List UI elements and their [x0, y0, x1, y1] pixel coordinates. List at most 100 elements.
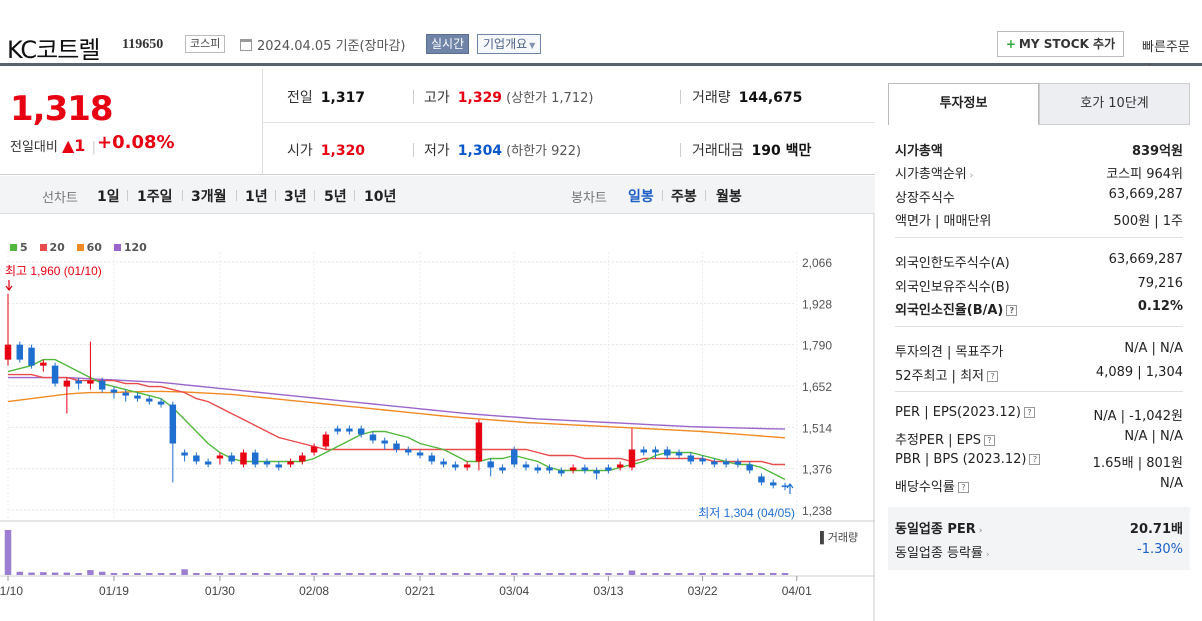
volume-bar — [169, 573, 177, 575]
divider — [895, 237, 1183, 238]
candle-body — [758, 476, 765, 483]
volume-label: 거래량 — [692, 90, 731, 106]
realtime-button[interactable]: 실시간 — [426, 34, 470, 54]
volume-bar — [546, 573, 553, 575]
candle-weekly[interactable]: 주봉 — [671, 189, 697, 205]
x-tick-label: 01/10 — [0, 584, 23, 598]
company-info-button[interactable]: 기업개요 ▼ — [477, 34, 542, 54]
candle-monthly[interactable]: 월봉 — [716, 189, 742, 205]
prev-close: 전일 1,317 — [287, 87, 365, 107]
help-icon[interactable]: ? — [1006, 305, 1018, 316]
industry-per-row[interactable]: 동일업종 PER › 20.71배 — [895, 515, 1183, 537]
investment-info-panel: 투자정보 호가 10단계 시가총액 839억원 시가총액순위 › 코스피 964위 상… — [888, 83, 1190, 570]
period-5y[interactable]: 5년 — [324, 189, 347, 205]
opinion-row: 투자의견 | 목표주가 N/A | N/A — [895, 338, 1183, 360]
candle-body — [334, 428, 341, 432]
info-tabs: 투자정보 호가 10단계 — [888, 83, 1190, 125]
period-1y[interactable]: 1년 — [245, 189, 268, 205]
candle-body — [263, 461, 271, 465]
prev-label: 전일 — [287, 90, 313, 106]
period-10y[interactable]: 10년 — [364, 189, 397, 205]
trade-amount: 거래대금 190 백만 — [692, 140, 811, 160]
candle-body — [4, 344, 12, 360]
stock-name: KC코트렐 — [7, 36, 100, 64]
candle-body — [581, 467, 589, 471]
tab-investment-info[interactable]: 투자정보 — [888, 83, 1039, 125]
help-icon[interactable]: ? — [957, 482, 969, 493]
candle-body — [699, 458, 706, 462]
market-cap-row: 시가총액 839억원 — [895, 137, 1183, 159]
quick-order-label: 빠른주문 — [1142, 40, 1190, 55]
volume-bar — [134, 573, 141, 575]
current-price: 1,318 — [10, 89, 114, 129]
quick-order-button[interactable]: 빠른주문⌄ — [1142, 36, 1202, 70]
volume-label: ▌거래량 — [820, 530, 858, 545]
volume-bar — [510, 573, 518, 575]
y-tick-label: 1,790 — [802, 339, 832, 353]
volume: 거래량 144,675 — [692, 87, 802, 107]
foreign-hold-label: 외국인보유주식수(B) — [895, 280, 1010, 295]
divider — [680, 143, 681, 157]
candle-body — [428, 455, 436, 462]
volume-bar — [605, 573, 612, 575]
arrow-down-icon — [5, 280, 13, 291]
x-tick-label: 03/04 — [499, 584, 529, 598]
face-value-value: 500원 | 1주 — [1113, 214, 1183, 229]
dividend-label: 배당수익률? — [895, 476, 969, 495]
foreign-limit-row: 외국인한도주식수(A) 63,669,287 — [895, 249, 1183, 271]
help-icon[interactable]: ? — [1029, 454, 1041, 465]
ma-legend: 5 20 60 120 — [10, 241, 155, 254]
period-selector: 선차트 1일 1주일 3개월 1년 3년 5년 10년 봉차트 일봉 주봉 월봉 — [0, 176, 875, 214]
plus-icon: + — [1005, 37, 1016, 51]
period-3y[interactable]: 3년 — [284, 189, 307, 205]
candle-body — [63, 380, 71, 387]
candle-body — [675, 452, 683, 456]
volume-bar — [781, 573, 789, 575]
candlestick-chart[interactable]: 2,066 1,928 1,790 1,652 1,514 1,376 1,238 01/10… — [0, 214, 875, 621]
divider — [413, 90, 414, 104]
volume-bar — [522, 573, 530, 575]
x-tick-label: 01/30 — [205, 584, 235, 598]
period-3m[interactable]: 3개월 — [191, 189, 227, 205]
y-tick-label: 1,514 — [802, 421, 832, 435]
candle-body — [381, 440, 388, 444]
divider — [127, 190, 128, 201]
help-icon[interactable]: ? — [987, 371, 998, 382]
candle-body — [40, 362, 47, 366]
amount-value: 190 백만 — [751, 143, 812, 159]
volume-bar — [452, 573, 459, 575]
volume-bar — [28, 572, 35, 575]
candle-daily[interactable]: 일봉 — [628, 189, 654, 205]
company-info-label: 기업개요 — [483, 37, 528, 51]
market-cap-rank-label: 시가총액순위 › — [895, 167, 974, 182]
period-1w[interactable]: 1주일 — [137, 189, 173, 205]
y-tick-label: 1,928 — [802, 297, 832, 311]
candle-body — [98, 380, 106, 390]
market-badge: 코스피 — [185, 35, 226, 53]
volume-bar — [381, 573, 388, 575]
help-icon[interactable]: ? — [983, 435, 995, 446]
candle-body — [475, 422, 483, 462]
industry-change-value: -1.30% — [1137, 542, 1183, 557]
industry-change-row[interactable]: 동일업종 등락률 › -1.30% — [895, 539, 1183, 561]
est-per-row: 추정PER | EPS? N/A | N/A — [895, 426, 1183, 448]
add-mystock-button[interactable]: + MY STOCK 추가 — [997, 31, 1124, 57]
candle-body — [546, 467, 553, 471]
candle-body — [28, 347, 35, 366]
per-eps-row: PER | EPS(2023.12)? N/A | -1,042원 — [895, 402, 1183, 424]
divider — [662, 190, 663, 201]
volume-bar — [287, 573, 294, 575]
divider: | — [91, 140, 96, 155]
divider — [895, 326, 1183, 327]
listed-shares-label: 상장주식수 — [895, 191, 955, 206]
arrow-up-icon — [786, 483, 794, 494]
foreign-limit-value: 63,669,287 — [1108, 252, 1183, 267]
tab-orderbook-10[interactable]: 호가 10단계 — [1039, 83, 1190, 125]
market-cap-rank-row[interactable]: 시가총액순위 › 코스피 964위 — [895, 160, 1183, 182]
volume-bar — [711, 573, 718, 575]
volume-bar — [675, 573, 683, 575]
period-1d[interactable]: 1일 — [97, 189, 120, 205]
help-icon[interactable]: ? — [1023, 407, 1035, 418]
candle-body — [193, 455, 200, 462]
foreign-limit-label: 외국인한도주식수(A) — [895, 256, 1010, 271]
